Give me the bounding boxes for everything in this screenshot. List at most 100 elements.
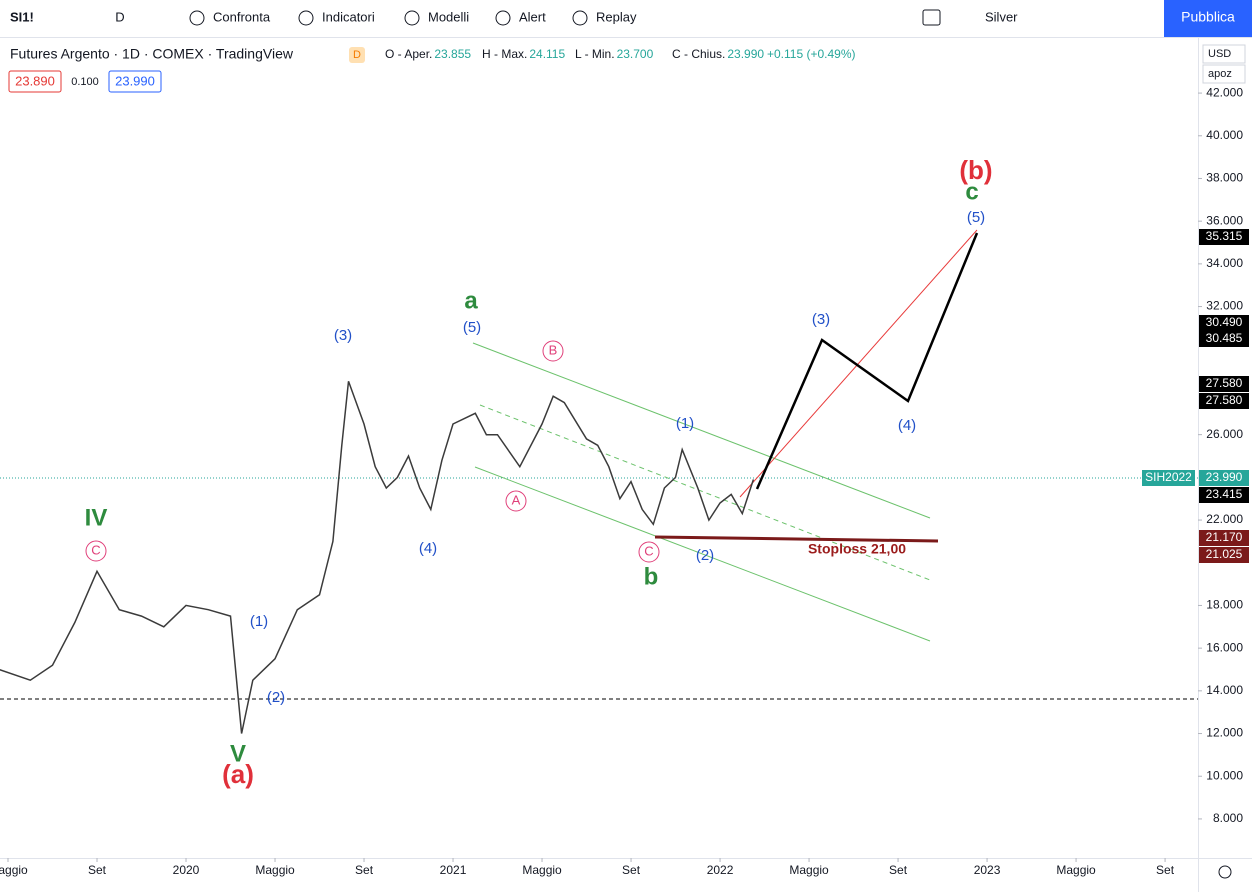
wave-label: a <box>464 287 478 314</box>
wave-label: C <box>91 542 100 557</box>
y-tick-label: 32.000 <box>1206 299 1243 313</box>
x-tick-label: Set <box>88 863 107 877</box>
x-tick-label: Maggio <box>1056 863 1096 877</box>
publish-button[interactable] <box>1164 0 1252 37</box>
price-tag <box>1199 315 1249 331</box>
x-tick-label: Set <box>355 863 374 877</box>
y-tick-label: 14.000 <box>1206 683 1243 697</box>
price-tag <box>1199 376 1249 392</box>
price-tag <box>1199 393 1249 409</box>
annotation-circle <box>542 340 564 362</box>
wave-label: (a) <box>222 759 254 789</box>
layout-name[interactable]: Silver <box>985 9 1018 24</box>
price-tag-label: 23.990 <box>1206 470 1243 484</box>
wave-label: (1) <box>676 415 694 432</box>
publish-label[interactable]: Pubblica <box>1181 9 1235 25</box>
x-tick-label: Set <box>889 863 908 877</box>
y-tick-label: 36.000 <box>1206 213 1243 227</box>
price-tag-label: 30.490 <box>1206 315 1243 329</box>
button-icon[interactable] <box>495 10 511 26</box>
price-line <box>0 381 755 734</box>
y-tick-label: 10.000 <box>1206 768 1243 782</box>
interval[interactable]: D <box>115 9 124 24</box>
price-tag <box>1199 470 1249 486</box>
wave-label: (1) <box>250 613 268 630</box>
button-icon[interactable] <box>404 10 420 26</box>
ohlc-value: 23.990 <box>727 47 764 61</box>
toolbar <box>0 0 1252 37</box>
price-tag-label: 30.485 <box>1206 331 1243 345</box>
wave-label: Stoploss 21,00 <box>808 541 906 557</box>
price-tag-label: 35.315 <box>1206 229 1243 243</box>
settings-icon[interactable] <box>1218 865 1232 879</box>
price-tag <box>1199 487 1249 503</box>
x-tick-label: 2020 <box>173 863 200 877</box>
x-tick-label: Maggio <box>255 863 295 877</box>
y-tick-label: 40.000 <box>1206 128 1243 142</box>
ask-box <box>108 70 162 93</box>
wave-label: (5) <box>463 319 481 336</box>
annotation-circle <box>505 490 527 512</box>
y-tick-label: 42.000 <box>1206 85 1243 99</box>
ohlc-label: C - Chius. <box>672 47 725 61</box>
y-tick-label: 12.000 <box>1206 726 1243 740</box>
wave-projection <box>755 232 979 490</box>
annotation-circle <box>85 540 107 562</box>
scale-control-label[interactable]: USD <box>1208 48 1231 60</box>
wave-label: b <box>644 563 659 590</box>
button-icon[interactable] <box>298 10 314 26</box>
x-tick-label: 2022 <box>707 863 734 877</box>
channel-lower <box>474 466 931 642</box>
y-tick-label: 26.000 <box>1206 427 1243 441</box>
annotation-circle <box>638 541 660 563</box>
scale-control-label[interactable]: apoz <box>1208 68 1232 80</box>
price-tag-label: 21.025 <box>1206 547 1243 561</box>
ohlc-label: H - Max. <box>482 47 527 61</box>
toolbar-button[interactable]: Indicatori <box>322 9 375 24</box>
price-tag <box>1199 229 1249 245</box>
wave-label: C <box>644 543 653 558</box>
symbol[interactable]: SI1! <box>10 9 34 24</box>
x-tick-label: Set <box>1156 863 1175 877</box>
price-tag <box>1199 530 1249 546</box>
toolbar-button[interactable]: Modelli <box>428 9 469 24</box>
price-tag-label: 23.415 <box>1206 487 1243 501</box>
toolbar-button[interactable]: Confronta <box>213 9 271 24</box>
toolbar-button[interactable]: Replay <box>596 9 637 24</box>
y-tick-label: 34.000 <box>1206 256 1243 270</box>
wave-label: (b) <box>959 155 992 185</box>
wave-label: A <box>512 492 521 507</box>
button-icon[interactable] <box>189 10 205 26</box>
wave-label: (3) <box>334 327 352 344</box>
y-tick-label: 8.000 <box>1213 811 1243 825</box>
scale-control[interactable] <box>1202 44 1246 64</box>
ask: 23.990 <box>115 73 155 88</box>
wave-label: V <box>230 740 246 767</box>
x-tick-label: Maggio <box>522 863 562 877</box>
price-tag-label: 27.580 <box>1206 393 1243 407</box>
scale-control[interactable] <box>1202 64 1246 84</box>
toolbar-button[interactable]: Alert <box>519 9 546 24</box>
wave-label: IV <box>85 504 108 531</box>
y-tick-label: 18.000 <box>1206 598 1243 612</box>
price-tag <box>1199 331 1249 347</box>
price-tag <box>1142 470 1195 486</box>
target-line <box>739 229 978 498</box>
button-icon[interactable] <box>572 10 588 26</box>
legend-title: Futures Argento · 1D · COMEX · TradingVi… <box>10 46 294 62</box>
price-tag-label: 27.580 <box>1206 376 1243 390</box>
layout-icon[interactable] <box>922 9 941 26</box>
wave-label: (3) <box>812 311 830 328</box>
channel-upper <box>472 342 931 519</box>
wave-label: (4) <box>419 540 437 557</box>
wave-label: B <box>549 342 558 357</box>
x-tick-label: 2023 <box>974 863 1001 877</box>
y-tick-label: 22.000 <box>1206 512 1243 526</box>
x-tick-label: Maggio <box>0 863 28 877</box>
ohlc-label: L - Min. <box>575 47 615 61</box>
wave-label: c <box>965 178 978 205</box>
wave-label: (2) <box>696 547 714 564</box>
wave-label: (5) <box>967 209 985 226</box>
ohlc-value: 23.700 <box>617 47 654 61</box>
